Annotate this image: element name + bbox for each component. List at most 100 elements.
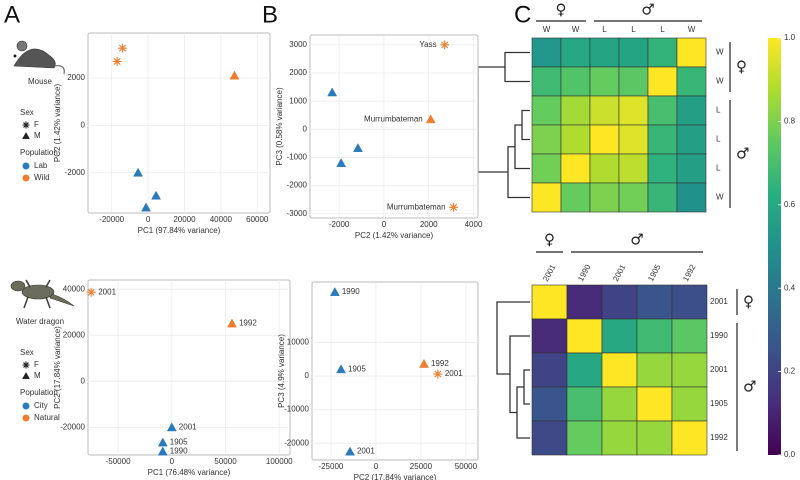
heatmap-cell <box>601 284 638 320</box>
colorbar-tick-label: 1.0 <box>784 33 796 42</box>
heatmap-cell <box>601 386 638 422</box>
legend-title: Sex <box>20 348 34 357</box>
group-label: ♀ <box>556 1 567 19</box>
heatmap-cell <box>601 318 638 354</box>
y-tick-label: 3000 <box>289 40 307 49</box>
heatmap-cell <box>531 318 568 354</box>
heatmap-cell <box>589 182 620 213</box>
heatmap-cell <box>560 182 591 213</box>
legend-label: Lab <box>34 161 48 170</box>
heatmap-cell <box>560 95 591 126</box>
x-tick-label: 1992 <box>681 263 698 283</box>
heatmap-cell <box>618 95 649 126</box>
heatmap-cell <box>647 95 678 126</box>
x-tick-label: 0 <box>382 220 387 229</box>
heatmap-cell <box>589 37 620 68</box>
lizard-icon <box>10 279 75 309</box>
heatmap-cell <box>531 284 568 320</box>
y-tick-label: 1992 <box>710 433 728 442</box>
legend-label: City <box>34 401 48 410</box>
legend-marker <box>22 131 30 140</box>
heatmap-cell <box>647 153 678 184</box>
point <box>353 143 363 153</box>
x-tick-label: 2000 <box>420 220 438 229</box>
heatmap-cell <box>560 124 591 155</box>
x-tick-label: 100000 <box>266 457 293 466</box>
heatmap-cell <box>671 318 708 354</box>
x-axis-title: PC1 (76.48% variance) <box>148 468 231 477</box>
x-tick-label: 50000 <box>214 457 237 466</box>
dendrogram <box>477 51 530 199</box>
legend-marker <box>22 174 30 182</box>
point <box>433 369 443 379</box>
heatmap-cell <box>531 95 562 126</box>
heatmap-cell <box>636 420 673 456</box>
group-label: ♂ <box>641 1 654 19</box>
heatmap-cell <box>566 284 603 320</box>
point-label: Murrumbateman <box>364 114 423 123</box>
heatmap-cell <box>531 37 562 68</box>
panel-label: A <box>4 1 20 28</box>
point <box>227 318 237 328</box>
y-tick-label: 1000 <box>289 96 307 105</box>
heatmap-cell <box>531 153 562 184</box>
panel-label: C <box>514 1 531 28</box>
y-tick-label: -1000 <box>287 153 308 162</box>
point <box>425 114 436 124</box>
y-tick-label: 2000 <box>67 73 85 82</box>
heatmap-cell <box>531 352 568 388</box>
heatmap-cell <box>566 420 603 456</box>
x-tick-label: 25000 <box>410 462 433 471</box>
heatmap-cell <box>566 352 603 388</box>
heatmap-cell <box>671 284 708 320</box>
heatmap-cell <box>671 386 708 422</box>
legend-marker <box>22 414 30 422</box>
point-label: 1992 <box>239 319 257 328</box>
x-tick-label: 0 <box>146 215 151 224</box>
heatmap-cell <box>589 95 620 126</box>
point <box>419 358 429 368</box>
legend-title: Population <box>20 148 58 157</box>
x-tick-label: 0 <box>170 457 175 466</box>
heatmap-cell <box>589 153 620 184</box>
y-tick-label: -20000 <box>284 438 309 447</box>
point <box>141 202 151 212</box>
point-label: 1990 <box>170 447 188 456</box>
group-label: ♀ <box>743 293 754 311</box>
y-tick-label: 0 <box>303 124 308 133</box>
point-label: 1990 <box>342 287 360 296</box>
x-tick-label: 20000 <box>173 215 196 224</box>
point <box>151 190 161 200</box>
point-label: 1905 <box>348 364 366 373</box>
y-tick-label: -2000 <box>65 168 86 177</box>
heatmap-cell <box>636 284 673 320</box>
point <box>86 287 96 297</box>
point-label: 1905 <box>170 438 188 447</box>
heatmap-cell <box>531 66 562 97</box>
x-tick-label: -50000 <box>106 457 131 466</box>
legend-marker <box>22 361 30 369</box>
heatmap-cell <box>676 95 707 126</box>
colorbar <box>768 38 781 455</box>
legend-label: F <box>34 360 39 369</box>
point-label: 2001 <box>357 447 375 456</box>
heatmap-cell <box>676 182 707 213</box>
point <box>327 87 338 97</box>
x-tick-label: 1990 <box>576 263 593 283</box>
heatmap-cell <box>647 182 678 213</box>
point <box>345 446 355 456</box>
x-axis-title: PC1 (97.84% variance) <box>138 226 221 235</box>
y-tick-label: 2001 <box>710 297 728 306</box>
point <box>449 202 459 212</box>
x-tick-label: -25000 <box>318 462 343 471</box>
heatmap-cell <box>618 124 649 155</box>
legend-title: Population <box>20 388 58 397</box>
group-label: ♂ <box>736 145 749 163</box>
colorbar-tick-label: 0.4 <box>784 283 796 292</box>
legend-marker <box>22 371 30 380</box>
y-tick-label: 0 <box>81 120 86 129</box>
legend-title: Sex <box>20 108 34 117</box>
colorbar-tick-label: 0.8 <box>784 117 796 126</box>
y-tick-label: -10000 <box>284 405 309 414</box>
